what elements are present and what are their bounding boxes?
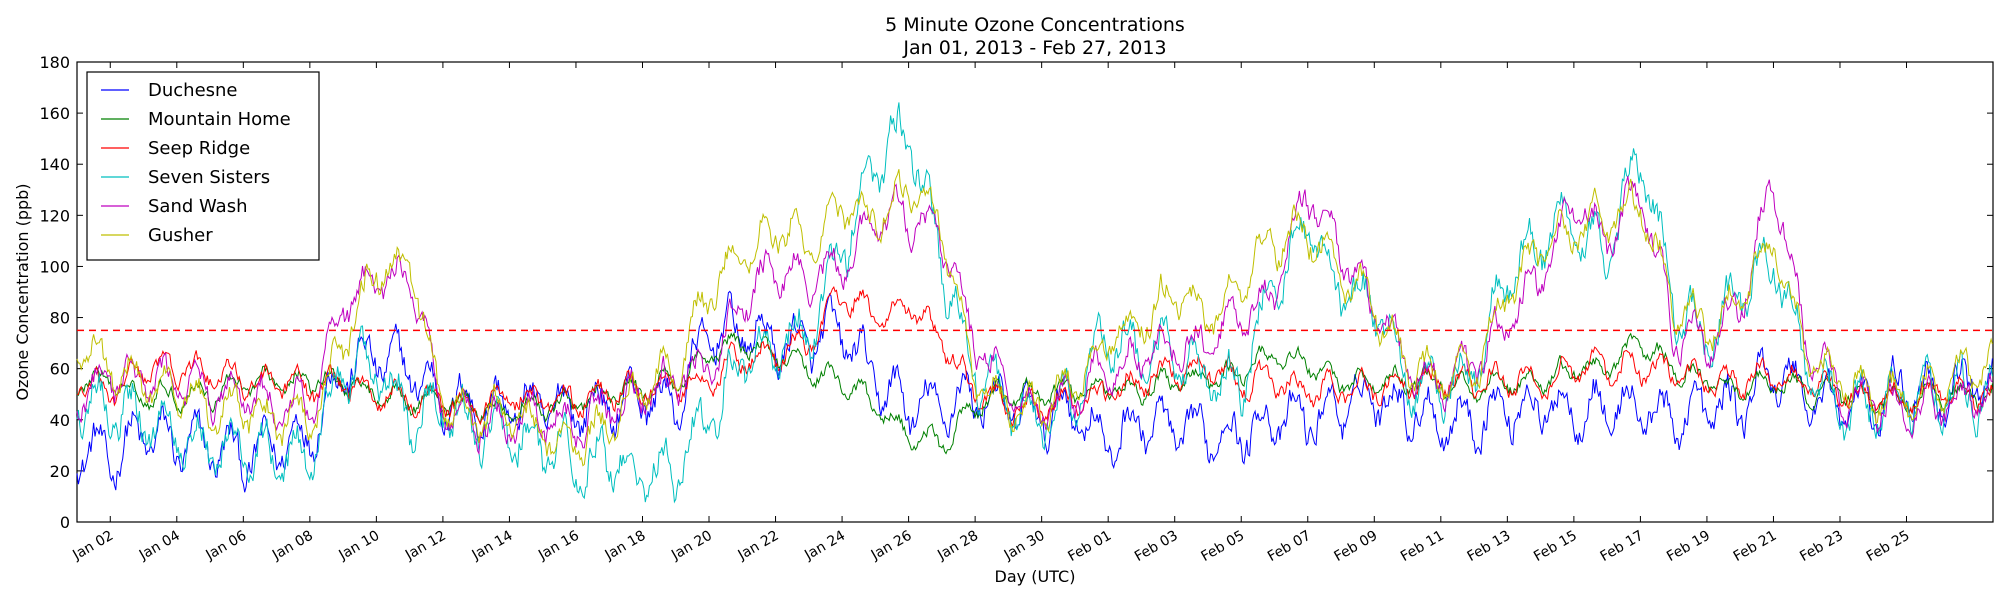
x-tick-label: Feb 01 [1065, 528, 1114, 565]
x-tick-label: Feb 13 [1465, 528, 1514, 565]
y-tick-label: 80 [50, 309, 70, 328]
x-tick-label: Jan 08 [269, 528, 316, 564]
x-tick-label: Feb 09 [1332, 528, 1381, 565]
y-tick-label: 0 [60, 513, 70, 532]
y-tick-label: 40 [50, 411, 70, 430]
x-axis: Jan 02 Jan 04 Jan 06 Jan 08 Jan 10 Jan 12 Jan … [69, 62, 1913, 565]
x-tick-label: Jan 18 [602, 528, 649, 564]
series-line-gusher [76, 169, 1993, 467]
y-tick-label: 60 [50, 360, 70, 379]
legend-label: Gusher [148, 225, 213, 246]
x-tick-label: Jan 12 [402, 528, 449, 564]
legend-label: Seep Ridge [148, 138, 250, 159]
x-tick-label: Jan 30 [1001, 528, 1048, 564]
legend-label: Mountain Home [148, 109, 291, 130]
chart-subtitle: Jan 01, 2013 - Feb 27, 2013 [902, 37, 1166, 59]
chart-title: 5 Minute Ozone Concentrations [885, 14, 1185, 36]
legend-label: Sand Wash [148, 196, 247, 217]
x-tick-label: Feb 03 [1132, 528, 1181, 565]
x-tick-label: Jan 20 [668, 528, 715, 564]
legend-box [86, 71, 320, 261]
x-tick-label: Feb 19 [1664, 528, 1713, 565]
x-tick-label: Jan 26 [868, 528, 915, 564]
y-tick-label: 160 [39, 104, 70, 123]
y-tick-label: 120 [39, 206, 70, 225]
y-tick-label: 140 [39, 155, 70, 174]
x-tick-label: Feb 05 [1198, 528, 1247, 565]
x-tick-label: Jan 02 [69, 528, 116, 564]
x-tick-label: Jan 14 [469, 528, 516, 564]
x-tick-label: Jan 22 [735, 528, 782, 564]
x-tick-label: Feb 15 [1531, 528, 1580, 565]
legend: Duchesne Mountain Home Seep Ridge Seven Sis… [86, 71, 320, 261]
x-tick-label: Feb 23 [1797, 528, 1846, 565]
y-tick-label: 100 [39, 257, 70, 276]
series-line-duchesne [76, 290, 1993, 493]
y-axis-label: Ozone Concentration (ppb) [13, 183, 32, 400]
series-lines [76, 102, 1993, 504]
x-tick-label: Feb 17 [1598, 528, 1647, 565]
x-tick-label: Feb 07 [1265, 528, 1314, 565]
x-tick-label: Jan 16 [535, 528, 582, 564]
legend-label: Duchesne [148, 80, 238, 101]
x-axis-label: Day (UTC) [995, 567, 1076, 586]
x-tick-label: Feb 21 [1731, 528, 1780, 565]
x-tick-label: Jan 28 [934, 528, 981, 564]
y-tick-label: 180 [39, 53, 70, 72]
x-tick-label: Feb 25 [1864, 528, 1913, 565]
plot-frame [76, 61, 1994, 523]
series-line-seven-sisters [76, 102, 1993, 504]
x-tick-label: Jan 10 [336, 528, 383, 564]
x-tick-label: Jan 24 [801, 528, 848, 564]
x-tick-label: Jan 04 [136, 528, 183, 564]
y-axis: 0 20 40 60 80 100 120 140 160 180 [39, 53, 1993, 532]
y-tick-label: 20 [50, 462, 70, 481]
x-tick-label: Jan 06 [202, 528, 249, 564]
series-line-sand-wash [76, 175, 1993, 456]
legend-label: Seven Sisters [148, 167, 270, 188]
x-tick-label: Feb 11 [1398, 528, 1447, 565]
